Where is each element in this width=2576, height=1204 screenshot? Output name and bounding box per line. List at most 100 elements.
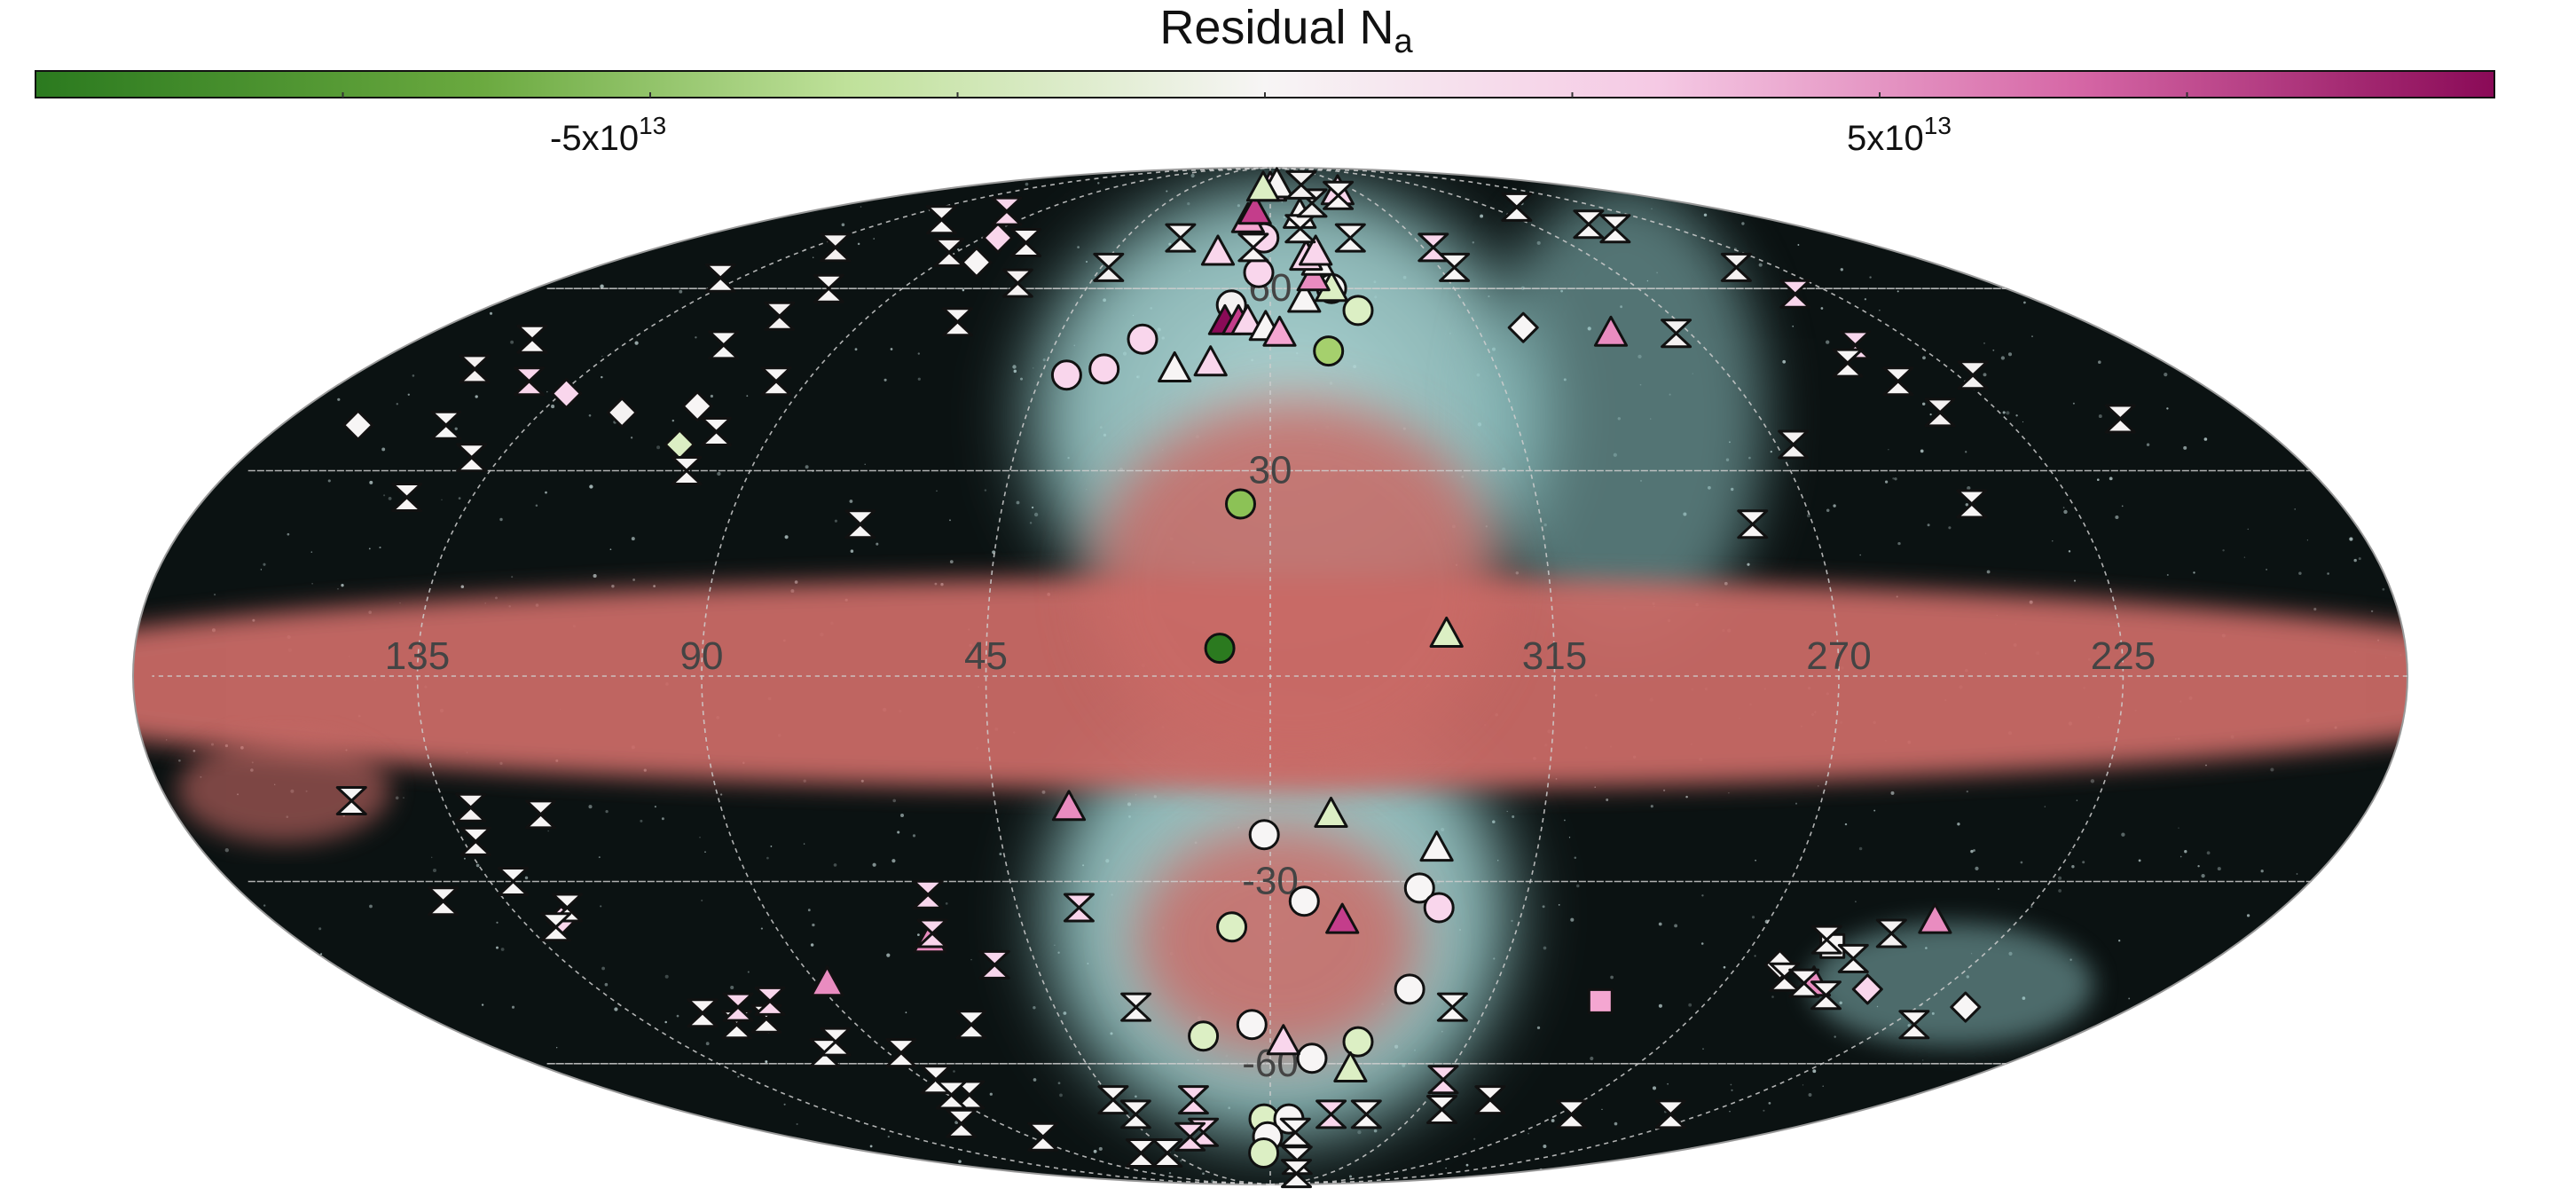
star bbox=[384, 326, 386, 328]
star bbox=[321, 270, 323, 271]
star bbox=[810, 943, 814, 947]
star bbox=[444, 287, 447, 289]
star bbox=[224, 848, 229, 853]
star bbox=[1921, 402, 1926, 406]
star bbox=[183, 909, 187, 915]
star bbox=[1536, 1026, 1541, 1030]
star bbox=[588, 413, 592, 417]
star bbox=[619, 1144, 622, 1145]
star bbox=[249, 967, 252, 970]
hourglass-marker bbox=[516, 324, 548, 354]
star bbox=[834, 519, 837, 523]
star bbox=[2222, 549, 2225, 552]
star bbox=[600, 905, 602, 908]
star bbox=[746, 395, 749, 397]
star bbox=[705, 1042, 710, 1046]
star bbox=[1948, 526, 1952, 530]
star bbox=[2002, 411, 2006, 414]
star bbox=[133, 915, 135, 917]
star bbox=[2109, 476, 2113, 481]
hourglass-marker bbox=[754, 986, 786, 1016]
longitude-label: 90 bbox=[680, 634, 724, 678]
circle-marker bbox=[1288, 885, 1320, 917]
star bbox=[2168, 1045, 2172, 1050]
star bbox=[1348, 1175, 1353, 1178]
star bbox=[259, 213, 261, 215]
star bbox=[2031, 335, 2033, 337]
hourglass-marker bbox=[933, 237, 965, 267]
star bbox=[682, 1116, 687, 1121]
star bbox=[1897, 290, 1899, 293]
hourglass-marker bbox=[946, 1108, 978, 1138]
star bbox=[2157, 311, 2161, 314]
star bbox=[1920, 449, 1924, 453]
star bbox=[2058, 889, 2062, 893]
star bbox=[598, 201, 600, 203]
circle-marker bbox=[1050, 359, 1082, 391]
hourglass-marker bbox=[1661, 319, 1692, 349]
star bbox=[954, 1121, 959, 1124]
star bbox=[1700, 942, 1704, 945]
star bbox=[414, 258, 416, 261]
star bbox=[2138, 859, 2141, 862]
colorbar-tick-positive-base: 5x10 bbox=[1847, 119, 1924, 158]
star bbox=[144, 1153, 148, 1156]
star bbox=[2201, 873, 2205, 878]
star bbox=[632, 578, 635, 581]
hourglass-marker bbox=[1426, 1095, 1457, 1124]
star bbox=[661, 817, 664, 821]
star bbox=[1594, 786, 1596, 788]
star bbox=[465, 1093, 468, 1096]
star bbox=[192, 749, 196, 752]
star bbox=[1610, 975, 1614, 980]
star bbox=[984, 489, 987, 492]
hourglass-marker bbox=[1334, 223, 1366, 253]
star bbox=[260, 569, 263, 571]
star bbox=[2294, 508, 2296, 510]
star bbox=[2246, 914, 2250, 917]
star bbox=[1480, 214, 1484, 218]
star bbox=[373, 1167, 377, 1170]
hourglass-marker bbox=[1427, 1065, 1459, 1095]
hourglass-marker bbox=[1281, 1159, 1312, 1189]
star bbox=[2156, 286, 2158, 288]
hourglass-marker bbox=[1599, 214, 1631, 244]
star bbox=[1869, 1155, 1873, 1160]
star bbox=[343, 233, 348, 238]
star bbox=[2316, 999, 2318, 1001]
star bbox=[1973, 849, 1975, 852]
star bbox=[2032, 1153, 2035, 1156]
star bbox=[2343, 193, 2346, 196]
star bbox=[2327, 207, 2329, 209]
hourglass-marker bbox=[955, 1010, 987, 1040]
star bbox=[1558, 904, 1560, 906]
diamond-marker bbox=[342, 409, 374, 441]
hourglass-marker bbox=[2104, 404, 2136, 434]
star bbox=[710, 394, 713, 398]
star bbox=[1763, 1109, 1765, 1112]
star bbox=[178, 759, 181, 762]
star bbox=[2128, 997, 2131, 1000]
star bbox=[145, 1098, 148, 1101]
star bbox=[1956, 1121, 1959, 1124]
hourglass-marker bbox=[540, 912, 572, 942]
star bbox=[1826, 508, 1830, 513]
star bbox=[2146, 443, 2150, 446]
star bbox=[1826, 340, 1830, 344]
star bbox=[2390, 281, 2393, 286]
star bbox=[734, 197, 738, 201]
star bbox=[1685, 795, 1688, 799]
star bbox=[1568, 837, 1571, 838]
star bbox=[671, 419, 675, 422]
hourglass-marker bbox=[1010, 228, 1042, 257]
hourglass-marker bbox=[1573, 209, 1605, 240]
star bbox=[237, 432, 241, 437]
star bbox=[1820, 307, 1824, 310]
star bbox=[2354, 1137, 2357, 1140]
star bbox=[1059, 1093, 1063, 1098]
star bbox=[263, 563, 266, 566]
star bbox=[1730, 1083, 1732, 1086]
star bbox=[287, 532, 290, 536]
star bbox=[2254, 168, 2258, 170]
